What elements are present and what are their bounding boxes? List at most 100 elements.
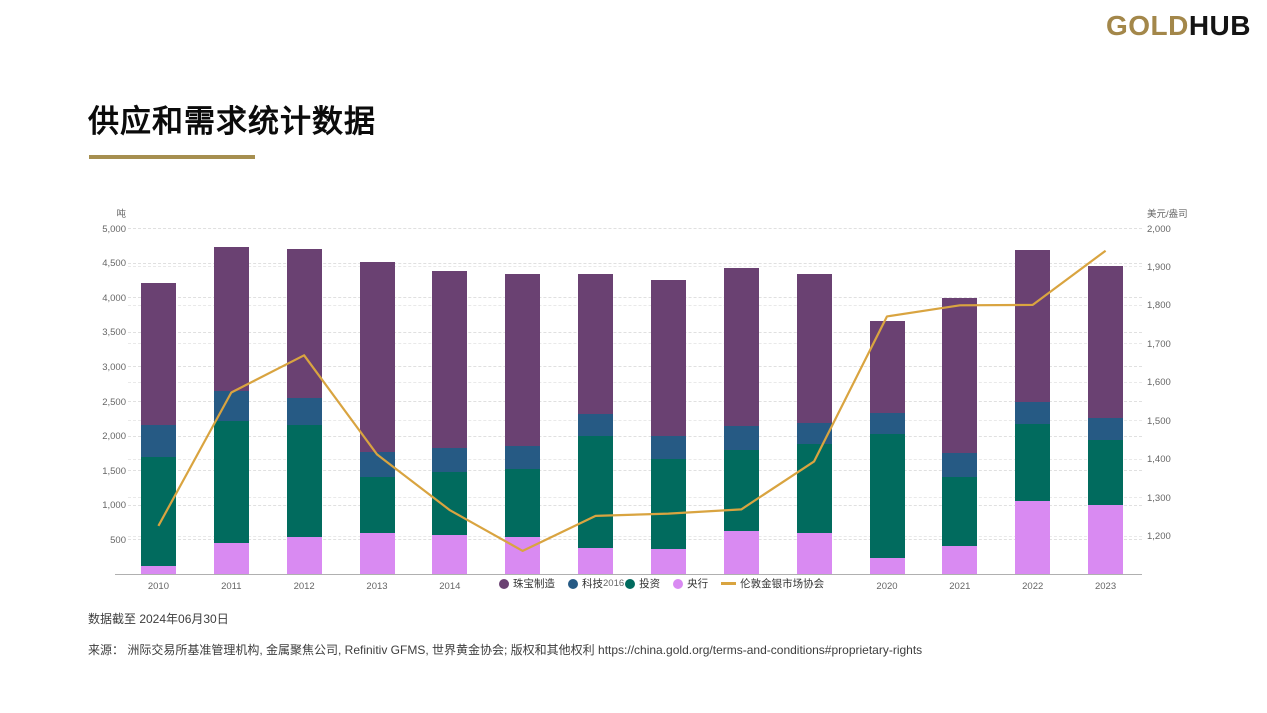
bar-segment-科技-2018[interactable] xyxy=(723,426,759,451)
bar-segment-央行-2011[interactable] xyxy=(213,542,249,574)
bar-segment-科技-2012[interactable] xyxy=(286,397,322,425)
bar-segment-央行-2012[interactable] xyxy=(286,536,322,574)
bar-segment-科技-2022[interactable] xyxy=(1015,402,1051,425)
legend-dot-marker xyxy=(499,578,509,589)
left-axis-tick: 5,000 xyxy=(102,223,126,235)
year-label-2021: 2021 xyxy=(949,581,971,592)
left-axis-tick: 2,500 xyxy=(102,396,126,408)
bar-segment-投资-2021[interactable] xyxy=(942,476,978,546)
legend-item-伦敦金银市场协会[interactable]: 伦敦金银市场协会 xyxy=(721,576,824,591)
bar-segment-珠宝制造-2023[interactable] xyxy=(1088,266,1124,418)
right-axis-unit-label: 美元/盎司 xyxy=(1147,209,1188,220)
bar-segment-央行-2010[interactable] xyxy=(140,565,176,574)
bar-segment-投资-2012[interactable] xyxy=(286,424,322,537)
legend-label: 珠宝制造 xyxy=(513,578,555,590)
gridline xyxy=(128,504,1142,506)
bar-segment-央行-2014[interactable] xyxy=(432,534,468,574)
bar-segment-投资-2011[interactable] xyxy=(213,421,249,543)
right-axis-tick: 2,000 xyxy=(1147,223,1171,235)
bar-segment-珠宝制造-2010[interactable] xyxy=(140,283,176,426)
left-axis-tick: 3,500 xyxy=(102,327,126,339)
legend-item-央行[interactable]: 央行 xyxy=(673,576,708,591)
page-title: 供应和需求统计数据 xyxy=(88,104,376,139)
bar-segment-科技-2020[interactable] xyxy=(869,413,905,435)
bar-segment-珠宝制造-2022[interactable] xyxy=(1015,249,1051,403)
gridline xyxy=(128,331,1142,333)
bar-segment-央行-2021[interactable] xyxy=(942,545,978,574)
left-axis-unit-label: 吨 xyxy=(116,209,126,220)
bar-segment-珠宝制造-2019[interactable] xyxy=(796,274,832,424)
year-label-2011: 2011 xyxy=(221,581,242,592)
bar-segment-央行-2019[interactable] xyxy=(796,533,832,574)
gridline xyxy=(128,381,1142,383)
legend-label: 投资 xyxy=(639,578,661,590)
bar-segment-科技-2021[interactable] xyxy=(942,452,978,477)
bar-segment-央行-2020[interactable] xyxy=(869,557,905,574)
bar-segment-科技-2016[interactable] xyxy=(578,414,614,436)
legend-item-珠宝制造[interactable]: 珠宝制造 xyxy=(499,576,555,591)
left-axis-tick: 3,000 xyxy=(102,361,126,373)
bar-segment-投资-2022[interactable] xyxy=(1015,424,1051,501)
bar-segment-投资-2023[interactable] xyxy=(1088,439,1124,505)
bar-segment-科技-2019[interactable] xyxy=(796,423,832,445)
year-label-2013: 2013 xyxy=(366,581,388,592)
legend-label: 央行 xyxy=(687,578,709,590)
source-attribution: 来源： 洲际交易所基准管理机构, 金属聚焦公司, Refinitiv GFMS,… xyxy=(88,643,923,657)
year-label-2010: 2010 xyxy=(147,581,169,592)
right-axis-tick: 1,600 xyxy=(1147,377,1171,389)
bar-segment-珠宝制造-2011[interactable] xyxy=(213,246,249,392)
bar-segment-投资-2019[interactable] xyxy=(796,444,832,534)
bar-segment-珠宝制造-2020[interactable] xyxy=(869,321,905,414)
gridline xyxy=(128,435,1142,437)
gridline xyxy=(128,343,1142,345)
legend-item-科技[interactable]: 科技 xyxy=(568,576,603,591)
bar-segment-央行-2013[interactable] xyxy=(359,533,395,574)
bar-segment-投资-2013[interactable] xyxy=(359,477,395,534)
right-axis-tick: 1,300 xyxy=(1147,492,1171,504)
bar-segment-科技-2014[interactable] xyxy=(432,447,468,473)
bar-segment-科技-2015[interactable] xyxy=(505,445,541,470)
gridline xyxy=(128,297,1142,299)
left-axis-tick: 1,000 xyxy=(102,500,126,512)
bar-segment-珠宝制造-2013[interactable] xyxy=(359,262,395,453)
data-as-of-note: 数据截至 2024年06月30日 xyxy=(88,612,229,626)
bar-segment-珠宝制造-2014[interactable] xyxy=(432,270,468,448)
bar-segment-央行-2023[interactable] xyxy=(1088,504,1124,574)
legend-dot-marker xyxy=(625,578,636,589)
bar-segment-科技-2013[interactable] xyxy=(359,452,395,478)
left-axis-tick: 4,500 xyxy=(102,258,126,270)
bar-segment-珠宝制造-2018[interactable] xyxy=(723,267,759,427)
bar-segment-珠宝制造-2016[interactable] xyxy=(578,273,614,415)
bar-segment-央行-2017[interactable] xyxy=(650,549,686,574)
bar-segment-投资-2010[interactable] xyxy=(140,457,176,566)
bar-segment-央行-2022[interactable] xyxy=(1015,500,1051,574)
bar-segment-珠宝制造-2015[interactable] xyxy=(505,274,541,446)
legend-item-投资[interactable]: 投资 xyxy=(625,576,660,591)
bar-segment-投资-2014[interactable] xyxy=(432,472,468,535)
bar-segment-珠宝制造-2012[interactable] xyxy=(286,248,322,398)
year-label-2020: 2020 xyxy=(876,581,898,592)
bar-segment-投资-2015[interactable] xyxy=(505,469,541,537)
bar-segment-投资-2016[interactable] xyxy=(578,435,614,549)
right-axis-tick: 1,700 xyxy=(1147,338,1171,350)
legend-label: 科技 xyxy=(582,578,603,590)
logo-hub-part: HUB xyxy=(1188,10,1251,41)
bar-segment-科技-2011[interactable] xyxy=(213,391,249,422)
bar-segment-科技-2023[interactable] xyxy=(1088,417,1124,440)
left-axis-tick: 4,000 xyxy=(102,292,126,304)
bar-segment-央行-2018[interactable] xyxy=(723,530,759,574)
bar-segment-央行-2016[interactable] xyxy=(578,548,614,574)
bar-segment-央行-2015[interactable] xyxy=(505,536,541,574)
gridline xyxy=(128,420,1142,422)
bar-segment-投资-2017[interactable] xyxy=(650,459,686,550)
bar-segment-投资-2018[interactable] xyxy=(723,450,759,531)
bar-segment-珠宝制造-2021[interactable] xyxy=(942,298,978,453)
bar-segment-科技-2017[interactable] xyxy=(650,436,686,460)
right-axis-tick: 1,400 xyxy=(1147,454,1171,466)
bar-segment-投资-2020[interactable] xyxy=(869,434,905,558)
gridline xyxy=(128,401,1142,402)
gridline xyxy=(128,539,1142,541)
bar-segment-珠宝制造-2017[interactable] xyxy=(650,279,686,437)
bar-segment-科技-2010[interactable] xyxy=(140,425,176,458)
